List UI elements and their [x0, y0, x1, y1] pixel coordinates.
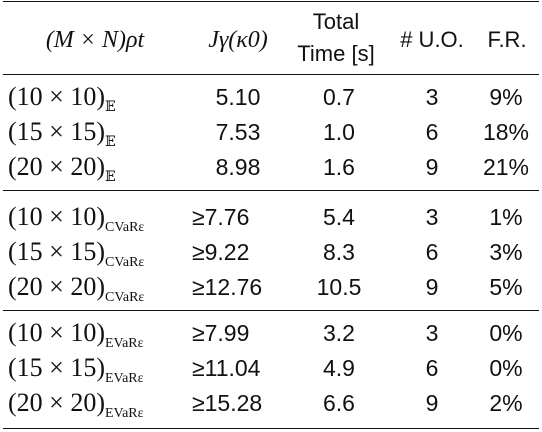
row-fr: 1%: [489, 204, 523, 230]
row-fr: 21%: [482, 154, 530, 180]
table-row: (20 × 20)CVaRε ≥12.76 10.5 9 5%: [0, 268, 542, 306]
row-time: 8.3: [323, 239, 355, 265]
row-objective: ≥15.28: [192, 390, 263, 416]
row-time: 6.6: [323, 390, 355, 416]
header-time-line2: Time [s]: [297, 41, 375, 66]
table-row: (20 × 20)EVaRε ≥15.28 6.6 9 2%: [0, 384, 542, 422]
row-time: 3.2: [323, 320, 355, 346]
row-uo: 6: [425, 119, 439, 145]
row-risk-measure: 𝔼: [104, 135, 116, 150]
row-risk-measure: CVaRε: [104, 220, 145, 235]
row-objective: ≥11.04: [192, 355, 261, 381]
row-uo: 9: [425, 274, 439, 300]
table-row: (15 × 15)𝔼 7.53 1.0 6 18%: [0, 113, 542, 151]
row-size: (15 × 15): [8, 237, 105, 266]
bottom-rule: [3, 428, 539, 429]
row-risk-measure: CVaRε: [104, 290, 145, 305]
row-size: (15 × 15): [8, 353, 105, 382]
row-uo: 6: [425, 355, 439, 381]
row-size: (20 × 20): [8, 272, 105, 301]
row-time: 10.5: [316, 274, 362, 300]
row-objective: 8.98: [215, 154, 261, 180]
row-fr: 9%: [489, 84, 523, 110]
row-uo: 3: [425, 320, 439, 346]
row-objective: 7.53: [215, 119, 261, 145]
row-fr: 0%: [489, 355, 523, 381]
row-objective: ≥12.76: [192, 274, 263, 300]
table-row: (15 × 15)CVaRε ≥9.22 8.3 6 3%: [0, 233, 542, 271]
header-rule: [3, 74, 539, 75]
row-fr: 0%: [489, 320, 523, 346]
table-row: (10 × 10)𝔼 5.10 0.7 3 9%: [0, 78, 542, 116]
row-size: (20 × 20): [8, 388, 105, 417]
row-objective: ≥7.99: [192, 320, 250, 346]
row-risk-measure: EVaRε: [104, 371, 144, 386]
table-row: (15 × 15)EVaRε ≥11.04 4.9 6 0%: [0, 349, 542, 387]
row-objective: ≥9.22: [192, 239, 250, 265]
row-uo: 9: [425, 390, 439, 416]
row-fr: 3%: [489, 239, 523, 265]
row-size: (10 × 10): [8, 202, 105, 231]
top-rule: [3, 1, 539, 2]
row-risk-measure: 𝔼: [104, 170, 116, 185]
row-time: 1.0: [323, 119, 355, 145]
row-objective: ≥7.76: [192, 204, 250, 230]
group-rule: [3, 190, 539, 191]
row-uo: 3: [425, 84, 439, 110]
row-size: (10 × 10): [8, 82, 105, 111]
row-time: 0.7: [323, 84, 355, 110]
row-uo: 9: [425, 154, 439, 180]
header-fr-col: F.R.: [487, 27, 527, 52]
row-risk-measure: EVaRε: [104, 336, 144, 351]
row-fr: 5%: [489, 274, 523, 300]
row-objective: 5.10: [215, 84, 261, 110]
row-fr: 2%: [489, 390, 523, 416]
table-row: (20 × 20)𝔼 8.98 1.6 9 21%: [0, 148, 542, 186]
row-risk-measure: 𝔼: [104, 100, 116, 115]
header-uo-col: # U.O.: [400, 27, 464, 52]
row-size: (15 × 15): [8, 117, 105, 146]
header-size-col: (M × N)ρt: [45, 27, 145, 53]
row-time: 4.9: [323, 355, 355, 381]
group-rule: [3, 310, 539, 311]
row-risk-measure: CVaRε: [104, 255, 145, 270]
table-row: (10 × 10)EVaRε ≥7.99 3.2 3 0%: [0, 314, 542, 352]
row-uo: 6: [425, 239, 439, 265]
row-uo: 3: [425, 204, 439, 230]
row-size: (20 × 20): [8, 152, 105, 181]
header-objective-col: Jγ(κ0): [208, 27, 268, 53]
row-fr: 18%: [482, 119, 530, 145]
row-size: (10 × 10): [8, 318, 105, 347]
table-row: (10 × 10)CVaRε ≥7.76 5.4 3 1%: [0, 198, 542, 236]
row-risk-measure: EVaRε: [104, 406, 144, 421]
row-time: 1.6: [323, 154, 355, 180]
header-time-line1: Total: [312, 9, 360, 34]
row-time: 5.4: [323, 204, 355, 230]
